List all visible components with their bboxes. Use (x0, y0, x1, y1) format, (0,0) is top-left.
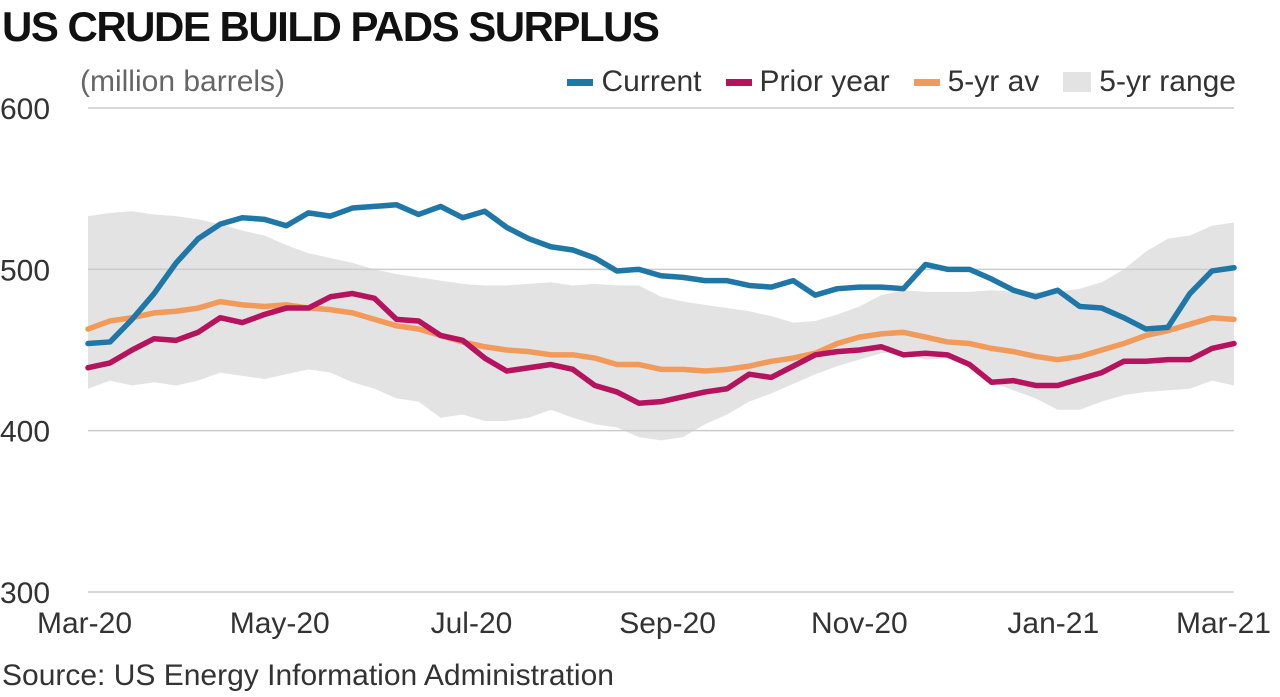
series-line-layer (85, 202, 1237, 406)
range-band-layer (88, 211, 1234, 441)
legend-label-5yr-av: 5-yr av (947, 65, 1040, 98)
x-tick-label-Jan-21: Jan-21 (1007, 607, 1099, 640)
legend-item-5yr-av: 5-yr av (913, 62, 1040, 102)
x-tick-label-Sep-20: Sep-20 (619, 607, 716, 640)
y-tick-labels: 300 400 500 600 (0, 93, 50, 610)
y-tick-label-500: 500 (0, 254, 50, 287)
x-tick-labels: Mar-20 May-20 Jul-20 Sep-20 Nov-20 Jan-21 Mar-… (37, 607, 1271, 640)
x-tick-label-Jul-20: Jul-20 (431, 607, 513, 640)
legend-item-5yr-range: 5-yr range (1063, 62, 1236, 102)
series-line-avg (85, 298, 1237, 374)
range-band (88, 211, 1234, 441)
y-tick-label-300: 300 (0, 577, 50, 610)
gridline-layer (88, 107, 1234, 593)
legend: Current Prior year 5-yr av 5-yr range (567, 62, 1236, 102)
chart-title: US CRUDE BUILD PADS SURPLUS (2, 3, 660, 50)
legend-item-current: Current (567, 62, 702, 102)
source-note: Source: US Energy Information Administra… (2, 659, 614, 692)
legend-swatch-5yr-range (1063, 72, 1092, 92)
x-tick-label-Mar-20: Mar-20 (37, 607, 132, 640)
series-line-current (85, 202, 1237, 347)
x-tick-label-Mar-21: Mar-21 (1176, 607, 1271, 640)
x-tick-label-Nov-20: Nov-20 (811, 607, 908, 640)
legend-swatch-current (567, 78, 594, 86)
x-tick-label-May-20: May-20 (230, 607, 330, 640)
legend-label-prior-year: Prior year (759, 65, 890, 98)
legend-swatch-prior-year (725, 78, 752, 86)
legend-label-5yr-range: 5-yr range (1099, 65, 1236, 98)
y-tick-label-400: 400 (0, 416, 50, 449)
legend-label-current: Current (601, 65, 702, 98)
legend-item-prior-year: Prior year (725, 62, 890, 102)
y-tick-label-600: 600 (0, 93, 50, 126)
y-unit-label: (million barrels) (80, 65, 286, 98)
series-line-prior (85, 290, 1237, 406)
legend-swatch-5yr-av (913, 78, 940, 86)
